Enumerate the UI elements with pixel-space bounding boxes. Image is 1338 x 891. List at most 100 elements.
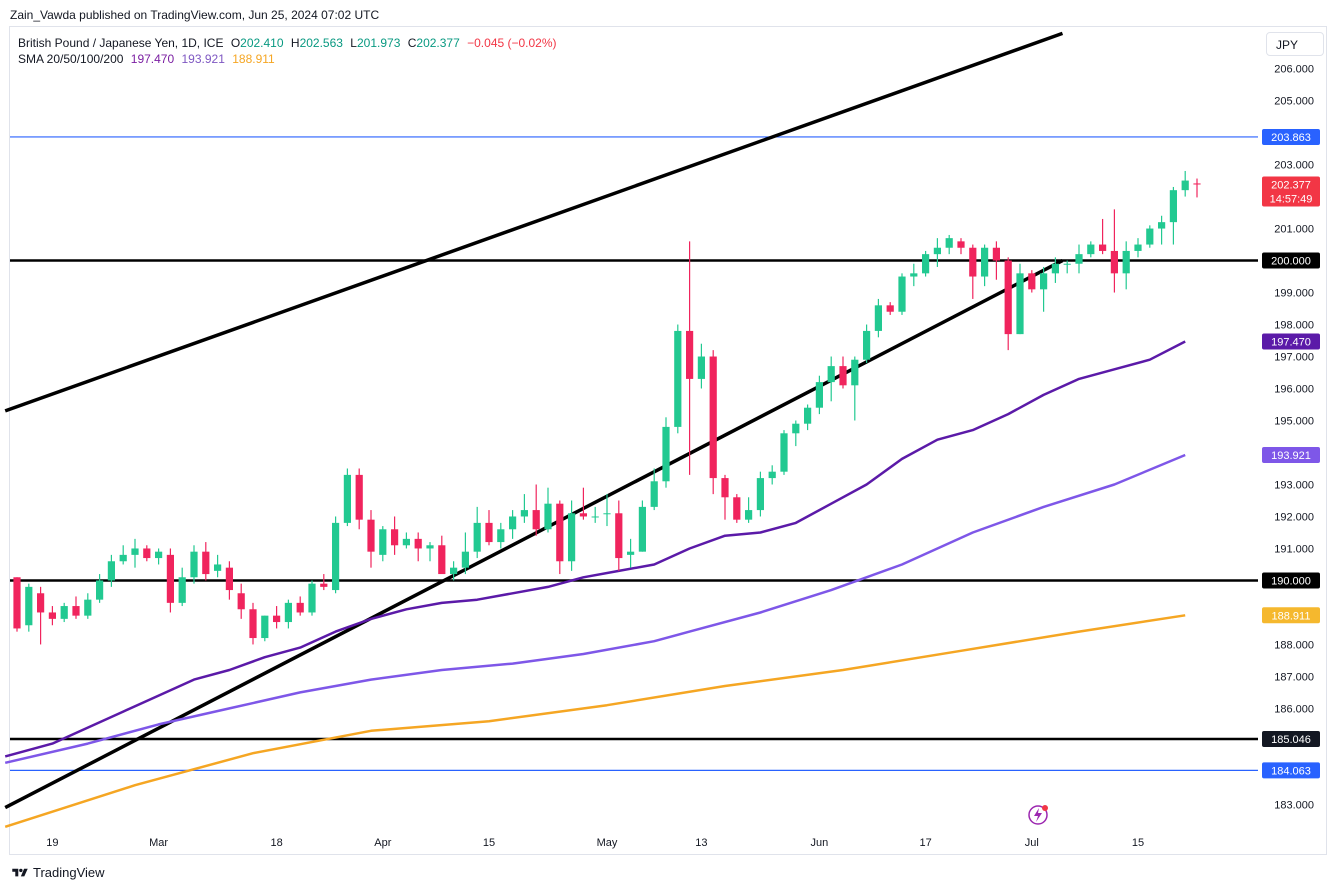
candle [662, 417, 670, 488]
candle-body [343, 474, 351, 523]
legend-open-value: 202.410 [240, 36, 284, 50]
candle-body [414, 538, 422, 549]
candle-body [1004, 260, 1012, 335]
candle [969, 244, 977, 299]
level-tag-2-label: 190.000 [1271, 575, 1311, 587]
candle-body [839, 366, 847, 386]
chart-frame [9, 26, 1327, 855]
time-tick-label: 15 [1132, 837, 1144, 849]
legend-open-label: O [230, 36, 241, 50]
candle [379, 526, 387, 562]
channel-upper-line [4, 31, 1064, 413]
candle-body [886, 305, 894, 312]
candle-body [461, 551, 469, 568]
candle-body [178, 577, 186, 603]
candle-body [273, 615, 281, 623]
price-tag-0-countdown: 14:57:49 [1270, 193, 1313, 205]
candle [155, 548, 163, 565]
legend-low: L201.973 [350, 36, 400, 50]
time-tick-label: 17 [919, 837, 931, 849]
candle [485, 510, 493, 546]
price-tick-label: 195.000 [1274, 416, 1314, 428]
candle [933, 238, 941, 267]
candle [827, 356, 835, 402]
sma20-line [4, 340, 1186, 758]
candle-body [662, 426, 670, 482]
price-axis[interactable]: 207.000206.000205.000203.000201.000199.0… [1274, 32, 1314, 812]
alert-dot-icon [1042, 805, 1048, 811]
legend-low-value: 201.973 [356, 36, 401, 50]
time-axis[interactable]: 19 Mar 18 Apr 15 May 13 Jun 17 Jul 15 [46, 837, 1144, 849]
price-tick-label: 199.000 [1274, 288, 1314, 300]
candle-body [603, 513, 611, 515]
candle [96, 574, 104, 603]
candle-body [143, 548, 151, 559]
sma50-line [4, 453, 1186, 765]
candle-body [780, 433, 788, 472]
candle-body [686, 330, 694, 379]
candle-body [1193, 183, 1201, 185]
candle [509, 510, 517, 539]
candle [237, 583, 245, 619]
candle [1110, 209, 1118, 293]
candle [190, 545, 198, 584]
price-tag-0-bg [1262, 176, 1320, 207]
candle-body [1122, 250, 1130, 274]
price-tick-label: 196.000 [1274, 384, 1314, 396]
candle [13, 577, 21, 632]
legend-open: O202.410 [231, 36, 284, 50]
candle-body [898, 276, 906, 312]
candle [84, 593, 92, 619]
time-tick-label: Jul [1025, 837, 1039, 849]
candle [273, 606, 281, 629]
price-tick-label: 188.000 [1274, 639, 1314, 651]
candle [1051, 257, 1059, 283]
price-tick-label: 192.000 [1274, 511, 1314, 523]
candle [898, 273, 906, 315]
price-tick-label: 186.000 [1274, 703, 1314, 715]
candle-body [827, 366, 835, 383]
candle-body [804, 407, 812, 424]
candle-body [1075, 254, 1083, 264]
candle [1169, 186, 1177, 245]
legend-close: C202.377 [408, 36, 460, 50]
candle [1075, 244, 1083, 274]
candle [532, 484, 540, 536]
candle-body [84, 599, 92, 616]
candle [1158, 215, 1166, 245]
level-tag-0-label: 203.863 [1271, 132, 1311, 144]
tradingview-logo-icon [12, 868, 28, 876]
candle [591, 506, 599, 523]
candle-body [922, 254, 930, 274]
candle-body [756, 478, 764, 511]
candle [497, 522, 505, 549]
candle-body [225, 567, 233, 591]
candle-body [107, 561, 115, 581]
currency-button[interactable]: JPY [1266, 32, 1324, 56]
candle [556, 500, 564, 575]
legend-low-label: L [350, 36, 357, 50]
candle [839, 356, 847, 389]
legend-row-sma: SMA 20/50/100/200 197.470 193.921 188.91… [18, 51, 561, 67]
candle-body [166, 554, 174, 603]
footer-brand[interactable]: TradingView [12, 865, 105, 880]
level-tag-1-bg [1262, 252, 1320, 269]
candle-body [367, 519, 375, 552]
candle-body [674, 330, 682, 427]
candle [957, 238, 965, 255]
level-tag-2-bg [1262, 572, 1320, 589]
time-tick-label: Apr [374, 837, 391, 849]
candle [1063, 260, 1071, 274]
candle [756, 471, 764, 517]
candle [1004, 257, 1012, 351]
level-tag-3-bg [1262, 730, 1320, 747]
candle-body [249, 609, 257, 639]
candle-body [37, 593, 45, 613]
legend-close-value: 202.377 [416, 36, 460, 50]
legend-symbol: British Pound / Japanese Yen, 1D, ICE [18, 36, 224, 50]
price-tick-label: 193.000 [1274, 479, 1314, 491]
candle [992, 241, 1000, 280]
candle [1099, 218, 1107, 255]
candle-body [190, 551, 198, 578]
